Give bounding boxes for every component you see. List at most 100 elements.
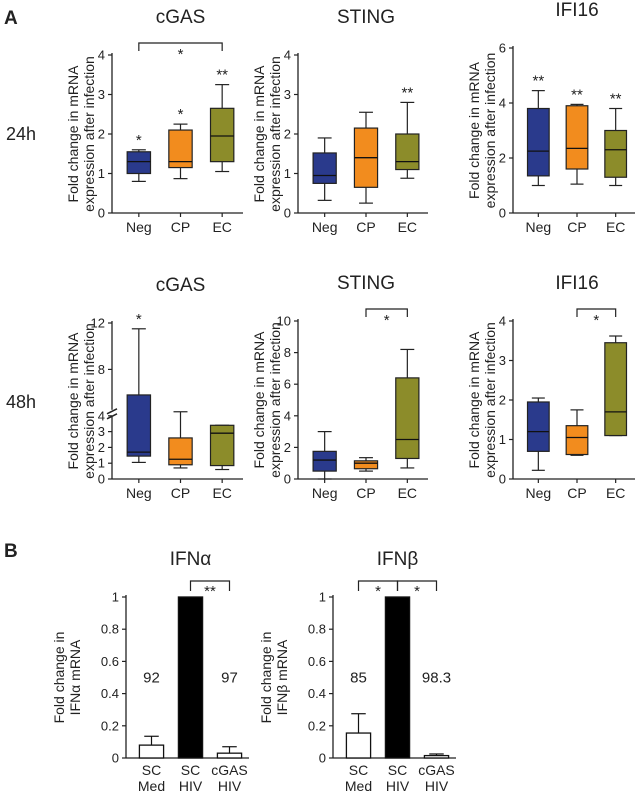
box-body xyxy=(312,450,337,472)
significance-bracket: * xyxy=(396,580,438,600)
panel-letter-a: A xyxy=(4,8,18,29)
percent-label: 85 xyxy=(350,670,367,687)
y-tick-label: 0.4 xyxy=(308,686,326,701)
box-cp xyxy=(353,457,379,472)
box-body xyxy=(565,425,589,456)
y-tick-label: 0.2 xyxy=(101,718,119,733)
x-tick-label: Med xyxy=(138,778,165,794)
y-tick-label: 4 xyxy=(284,408,291,423)
y-tick-label: 4 xyxy=(98,408,105,423)
significance-mark: ** xyxy=(401,84,413,101)
y-tick-label: 3 xyxy=(499,353,506,368)
bracket-label: * xyxy=(375,583,381,600)
percent-label: 97 xyxy=(221,670,238,687)
y-tick-label: 6 xyxy=(284,377,291,392)
box-body xyxy=(395,377,420,460)
box-ec xyxy=(209,424,235,471)
x-tick-label: SC xyxy=(142,762,161,778)
box-cp xyxy=(565,409,589,456)
bar xyxy=(345,732,372,759)
box-cp: * xyxy=(168,106,193,180)
y-tick-label: 1 xyxy=(112,590,119,605)
box-neg xyxy=(312,137,337,201)
y-tick-label: 1 xyxy=(499,432,506,447)
chart-title: cGAS xyxy=(156,275,206,296)
x-tick-label: EC xyxy=(212,485,231,501)
box-body xyxy=(126,151,152,175)
box-body xyxy=(353,460,379,470)
y-tick-label: 4 xyxy=(284,48,291,63)
box-neg: * xyxy=(126,132,152,182)
box-cp: ** xyxy=(565,86,589,185)
x-tick-label: Neg xyxy=(312,219,338,235)
y-tick-label: 0 xyxy=(499,206,506,221)
x-tick-label: CP xyxy=(356,485,375,501)
y-axis-label-line: Fold change in xyxy=(258,632,274,724)
box-ec: ** xyxy=(395,84,420,179)
y-tick-label: 6 xyxy=(499,41,506,56)
bar xyxy=(177,596,204,759)
y-tick-label: 2 xyxy=(98,440,105,455)
y-tick-label: 0 xyxy=(98,206,105,221)
x-tick-label: EC xyxy=(606,219,625,235)
y-axis-label: Fold change in mRNAexpression after infe… xyxy=(251,56,283,212)
box-body xyxy=(604,129,628,178)
x-tick-label: CP xyxy=(171,485,190,501)
significance-mark: * xyxy=(178,106,184,123)
y-tick-label: 3 xyxy=(98,424,105,439)
bracket-label: * xyxy=(178,46,184,63)
y-axis-label: Fold change in mRNAexpression after infe… xyxy=(466,322,498,478)
y-axis-label-line: Fold change in mRNA xyxy=(251,65,267,203)
y-tick-label: 0.4 xyxy=(101,686,119,701)
box-neg: * xyxy=(126,311,152,464)
y-tick-label: 0 xyxy=(284,206,291,221)
box-neg: ** xyxy=(526,73,550,187)
x-tick-label: HIV xyxy=(218,778,242,794)
chart-6-ifnα: IFNα 0 0.2 0.4 0.6 0.8 1 Fold change inIFNα mRN… xyxy=(51,549,249,794)
y-axis-label: Fold change inIFNα mRNA xyxy=(51,632,83,724)
y-axis-label-line: Fold change in mRNA xyxy=(466,331,482,469)
x-tick-label: Neg xyxy=(525,219,551,235)
y-axis-label-line: expression after infection xyxy=(81,323,97,479)
box-ec: ** xyxy=(209,67,235,173)
box-cp xyxy=(168,411,193,469)
box-ec: ** xyxy=(604,91,628,187)
bar xyxy=(216,752,243,759)
x-tick-label: Neg xyxy=(312,485,338,501)
bracket-label: ** xyxy=(204,583,216,600)
y-axis-label: Fold change in mRNAexpression after infe… xyxy=(65,323,97,479)
bracket-label: * xyxy=(593,312,599,329)
x-tick-label: SC xyxy=(349,762,368,778)
y-axis-label: Fold change in mRNAexpression after infe… xyxy=(65,56,97,212)
box-body xyxy=(168,129,193,169)
significance-mark: ** xyxy=(532,73,544,90)
box-neg xyxy=(312,431,337,480)
y-axis-label: Fold change in mRNAexpression after infe… xyxy=(466,53,498,209)
significance-mark: ** xyxy=(610,91,622,108)
bar-2: 98.3 xyxy=(422,670,451,759)
y-axis-label-line: expression after infection xyxy=(482,53,498,209)
bracket-line xyxy=(189,580,231,591)
x-tick-label: SC xyxy=(181,762,200,778)
box-neg xyxy=(526,397,550,471)
bar xyxy=(423,754,450,759)
y-tick-label: 0.6 xyxy=(308,654,326,669)
box-cp xyxy=(353,111,379,204)
box-body xyxy=(565,105,589,170)
y-axis-label: Fold change in mRNAexpression after infe… xyxy=(251,322,283,478)
y-tick-label: 8 xyxy=(98,362,105,377)
x-tick-label: Neg xyxy=(126,219,152,235)
y-axis-label-line: expression after infection xyxy=(267,56,283,212)
row-label-48h: 48h xyxy=(6,392,36,412)
significance-mark: ** xyxy=(216,67,228,84)
box-body xyxy=(526,401,550,452)
significance-mark: ** xyxy=(571,86,583,103)
y-tick-label: 0 xyxy=(499,472,506,487)
bar xyxy=(384,596,411,759)
chart-title: IFI16 xyxy=(555,273,598,294)
y-axis-label-line: IFNα mRNA xyxy=(67,639,83,715)
x-tick-label: cGAS xyxy=(211,762,248,778)
